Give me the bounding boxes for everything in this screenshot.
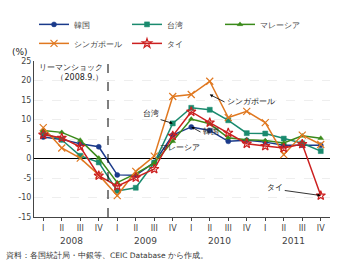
svg-text:-5: -5: [23, 174, 31, 183]
svg-text:2009: 2009: [134, 236, 157, 246]
svg-text:リーマンショック（2008.9.）: リーマンショック（2008.9.）: [39, 63, 103, 82]
svg-text:-10: -10: [18, 193, 31, 202]
svg-text:25: 25: [21, 57, 31, 66]
svg-text:マレーシア: マレーシア: [160, 143, 200, 152]
svg-text:0: 0: [26, 154, 31, 163]
svg-text:タイ: タイ: [267, 183, 283, 192]
svg-text:2008: 2008: [60, 236, 83, 246]
svg-text:韓国: 韓国: [203, 127, 219, 136]
svg-text:II: II: [133, 224, 138, 233]
svg-text:-15: -15: [18, 213, 31, 222]
svg-text:I: I: [42, 224, 44, 233]
svg-text:20: 20: [21, 76, 31, 85]
svg-text:I: I: [190, 224, 192, 233]
svg-text:15: 15: [21, 96, 31, 105]
svg-text:韓国: 韓国: [74, 21, 90, 30]
svg-text:II: II: [281, 224, 286, 233]
svg-text:IV: IV: [95, 224, 103, 233]
svg-text:資料：各国統計局・中銀等、CEIC Database から作: 資料：各国統計局・中銀等、CEIC Database から作成。: [6, 251, 208, 260]
svg-text:IV: IV: [169, 224, 177, 233]
svg-text:5: 5: [26, 135, 31, 144]
svg-text:IV: IV: [243, 224, 251, 233]
svg-text:(%): (%): [12, 47, 28, 57]
svg-text:III: III: [225, 224, 232, 233]
svg-text:シンガポール: シンガポール: [74, 40, 122, 49]
svg-text:I: I: [264, 224, 266, 233]
svg-text:II: II: [59, 224, 64, 233]
svg-text:I: I: [116, 224, 118, 233]
svg-text:マレーシア: マレーシア: [260, 21, 300, 30]
svg-text:タイ: タイ: [167, 40, 183, 49]
svg-text:2011: 2011: [282, 236, 305, 246]
svg-text:III: III: [299, 224, 306, 233]
svg-text:2010: 2010: [208, 236, 231, 246]
svg-text:シンガポール: シンガポール: [227, 97, 275, 106]
svg-text:II: II: [207, 224, 212, 233]
svg-text:III: III: [151, 224, 158, 233]
svg-text:III: III: [77, 224, 84, 233]
svg-text:10: 10: [21, 115, 31, 124]
svg-text:台湾: 台湾: [167, 21, 183, 30]
svg-text:台湾: 台湾: [143, 109, 159, 118]
svg-text:IV: IV: [317, 224, 325, 233]
